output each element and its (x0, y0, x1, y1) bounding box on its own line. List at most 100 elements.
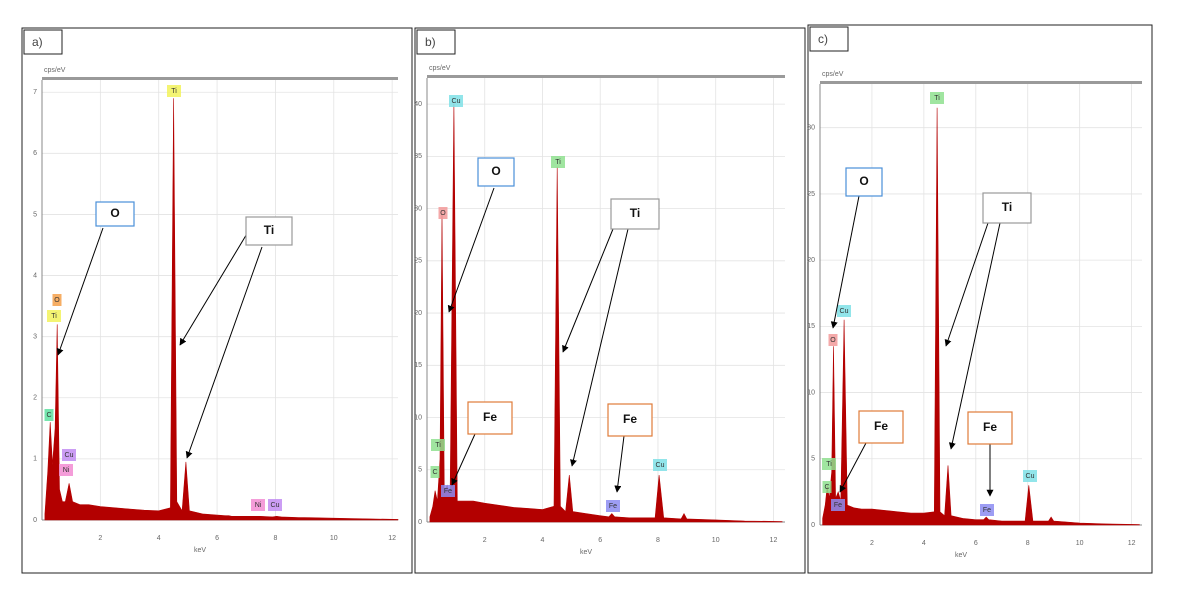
top-bar (427, 75, 785, 78)
annotation-box (245, 216, 293, 246)
peak-tag-box (430, 466, 440, 478)
annotation-text: Ti (264, 223, 274, 237)
x-tick-label: 6 (215, 535, 219, 542)
y-tick-label: 20 (807, 257, 815, 264)
panel-label-box (809, 26, 849, 52)
peak-tag: Ti (555, 159, 561, 166)
peak-tag: Ti (826, 461, 832, 468)
top-bar (820, 81, 1142, 84)
annotation-box (845, 167, 883, 197)
peak-tag-box (438, 207, 448, 219)
x-axis-label: keV (955, 552, 967, 559)
peak-tag-box (47, 310, 61, 322)
y-tick-label: 15 (807, 323, 815, 330)
x-tick-label: 2 (483, 537, 487, 544)
annotation-box (467, 401, 513, 435)
annotation-box (95, 201, 135, 227)
y-tick-label: 1 (33, 456, 37, 463)
y-tick-label: 30 (807, 125, 815, 132)
annotation-text: Ti (630, 206, 640, 220)
x-tick-label: 10 (712, 537, 720, 544)
annotation-arrow (447, 187, 495, 313)
peak-tag: Fe (609, 503, 617, 510)
annotation-box (607, 403, 653, 437)
peak-tag: Cu (452, 98, 461, 105)
peak-tag: Fe (834, 502, 842, 509)
peak-tag: Cu (656, 462, 665, 469)
spectrum (44, 98, 399, 521)
peak-tag: Ni (255, 502, 262, 509)
y-tick-label: 10 (807, 389, 815, 396)
y-tick-label: 20 (414, 310, 422, 317)
annotation-arrow (570, 228, 629, 467)
peak-tag-box (980, 504, 994, 516)
annotation-arrow (830, 195, 860, 329)
peak-tag-box (268, 499, 282, 511)
x-tick-label: 2 (98, 535, 102, 542)
x-tick-label: 8 (1026, 540, 1030, 547)
panel-label: a) (32, 35, 43, 49)
panel-label: b) (425, 35, 436, 49)
top-bar (42, 77, 398, 80)
annotation-arrow (179, 231, 249, 346)
peak-tag-box (44, 409, 54, 421)
x-tick-label: 2 (870, 540, 874, 547)
peak-tag-box (62, 449, 76, 461)
peak-tag: Cu (271, 502, 280, 509)
y-tick-label: 5 (418, 467, 422, 474)
peak-tag: Ti (171, 88, 177, 95)
annotation-box (967, 411, 1013, 445)
x-tick-label: 10 (330, 535, 338, 542)
peak-tag: Ti (51, 313, 57, 320)
annotation-arrow (944, 222, 989, 347)
annotation-text: Fe (874, 419, 888, 433)
annotation-arrow (185, 246, 263, 459)
y-tick-label: 0 (33, 517, 37, 524)
peak-tag: O (54, 297, 60, 304)
peak-tag-box (822, 458, 836, 470)
spectrum (822, 107, 1140, 526)
y-tick-label: 15 (414, 362, 422, 369)
peak-tag: O (830, 337, 836, 344)
y-tick-label: 10 (414, 414, 422, 421)
y-tick-label: 2 (33, 395, 37, 402)
peak-tag: Cu (840, 308, 849, 315)
panel-frame (414, 27, 806, 574)
peak-tag-box (653, 459, 667, 471)
peak-tag-box (59, 464, 73, 476)
annotation-arrow (839, 442, 867, 493)
annotation-box (982, 192, 1032, 224)
peak-tag-box (822, 481, 832, 493)
annotation-text: O (110, 206, 119, 220)
peak-tag: Cu (65, 452, 74, 459)
y-tick-label: 4 (33, 272, 37, 279)
annotation-text: O (859, 174, 868, 188)
x-axis-label: keV (580, 549, 592, 556)
x-tick-label: 12 (770, 537, 778, 544)
y-tick-label: 3 (33, 334, 37, 341)
x-tick-label: 8 (656, 537, 660, 544)
peak-tag-box (441, 485, 455, 497)
panel-label-box (416, 29, 456, 55)
annotation-text: Fe (483, 410, 497, 424)
peak-tag: C (432, 469, 437, 476)
peak-tag: O (440, 210, 446, 217)
peak-tag: C (46, 412, 51, 419)
panel-label: c) (818, 32, 828, 46)
peak-tag-box (930, 92, 944, 104)
y-tick-label: 5 (811, 456, 815, 463)
peak-tag-box (52, 294, 62, 306)
panel-frame (807, 24, 1153, 574)
x-tick-label: 4 (922, 540, 926, 547)
annotation-box (477, 157, 515, 187)
x-tick-label: 6 (598, 537, 602, 544)
y-tick-label: 25 (807, 191, 815, 198)
peak-tag-box (551, 156, 565, 168)
y-tick-label: 35 (414, 153, 422, 160)
y-tick-label: 25 (414, 258, 422, 265)
peak-tag-box (251, 499, 265, 511)
y-tick-label: 0 (811, 522, 815, 529)
y-tick-label: 7 (33, 89, 37, 96)
peak-tag: C (824, 484, 829, 491)
